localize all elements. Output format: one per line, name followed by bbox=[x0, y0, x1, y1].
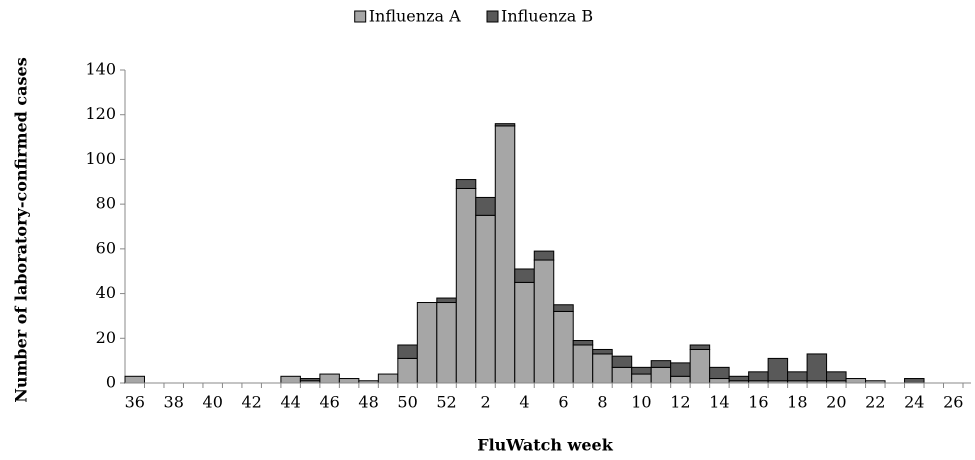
bar-segment bbox=[787, 371, 808, 382]
bar-segment bbox=[338, 378, 360, 384]
y-tick-label: 120 bbox=[85, 104, 116, 123]
bar-segment bbox=[611, 366, 633, 384]
x-tick-label: 42 bbox=[241, 393, 261, 412]
bar-segment bbox=[650, 366, 672, 384]
bar-segment bbox=[592, 348, 613, 355]
bar-segment bbox=[767, 357, 789, 382]
x-tick-label: 10 bbox=[631, 393, 651, 412]
bar-segment bbox=[514, 281, 535, 384]
bar-segment bbox=[611, 355, 633, 368]
bar-segment bbox=[689, 348, 711, 384]
legend-label: Influenza B bbox=[501, 7, 593, 26]
bar-segment bbox=[533, 250, 555, 261]
bar-segment bbox=[592, 353, 613, 384]
x-tick-label: 36 bbox=[125, 393, 145, 412]
x-tick-label: 2 bbox=[480, 393, 490, 412]
bar-segment bbox=[436, 297, 457, 304]
bar-segment bbox=[416, 302, 438, 384]
bar-segment bbox=[494, 123, 516, 127]
bar-segment bbox=[670, 362, 691, 377]
x-tick-label: 8 bbox=[597, 393, 607, 412]
bar-segment bbox=[631, 366, 652, 375]
x-tick-label: 22 bbox=[865, 393, 885, 412]
bar-segment bbox=[475, 196, 496, 216]
bar-segment bbox=[455, 187, 477, 384]
bar-segment bbox=[845, 378, 867, 384]
bar-segment bbox=[650, 360, 672, 368]
bar-segment bbox=[475, 214, 496, 384]
bar-segment bbox=[397, 344, 418, 359]
bar-segment bbox=[377, 373, 399, 384]
legend-swatch bbox=[486, 10, 499, 23]
legend-label: Influenza A bbox=[369, 7, 461, 26]
bar-segment bbox=[319, 373, 340, 384]
bar-segment bbox=[709, 366, 730, 380]
bar-segment bbox=[124, 375, 145, 384]
x-axis-label: FluWatch week bbox=[477, 436, 613, 455]
x-tick-label: 44 bbox=[280, 393, 300, 412]
x-tick-label: 40 bbox=[203, 393, 223, 412]
x-tick-label: 16 bbox=[748, 393, 768, 412]
bar-segment bbox=[904, 378, 925, 384]
bar-segment bbox=[572, 340, 594, 346]
x-tick-label: 46 bbox=[319, 393, 339, 412]
bar-segment bbox=[709, 378, 730, 384]
y-axis-label: Number of laboratory-confirmed cases bbox=[12, 57, 31, 403]
x-tick-label: 24 bbox=[904, 393, 924, 412]
x-tick-label: 26 bbox=[943, 393, 963, 412]
bar-segment bbox=[533, 259, 555, 384]
bar-segment bbox=[728, 375, 750, 382]
bar-segment bbox=[553, 310, 574, 384]
legend-swatch bbox=[354, 10, 367, 23]
y-tick-label: 0 bbox=[106, 373, 116, 392]
x-tick-label: 4 bbox=[519, 393, 529, 412]
bar-segment bbox=[436, 302, 457, 384]
y-tick-label: 60 bbox=[96, 238, 116, 257]
y-tick-label: 20 bbox=[96, 328, 116, 347]
bar-segment bbox=[553, 304, 574, 312]
bar-segment bbox=[280, 375, 301, 384]
y-tick-label: 100 bbox=[85, 149, 116, 168]
bar-segment bbox=[689, 344, 711, 350]
y-tick-label: 40 bbox=[96, 283, 116, 302]
x-tick-label: 38 bbox=[164, 393, 184, 412]
bar-segment bbox=[494, 125, 516, 384]
x-tick-label: 12 bbox=[670, 393, 690, 412]
y-tick-label: 140 bbox=[85, 60, 116, 79]
bar-segment bbox=[397, 357, 418, 384]
x-tick-label: 50 bbox=[397, 393, 417, 412]
bar-segment bbox=[670, 375, 691, 384]
x-tick-label: 14 bbox=[709, 393, 729, 412]
x-tick-label: 20 bbox=[826, 393, 846, 412]
bar-segment bbox=[631, 373, 652, 384]
x-tick-label: 6 bbox=[558, 393, 568, 412]
bar-segment bbox=[748, 371, 769, 382]
bar-segment bbox=[455, 179, 477, 189]
bar-segment bbox=[299, 378, 321, 382]
x-tick-label: 48 bbox=[358, 393, 378, 412]
x-tick-label: 18 bbox=[787, 393, 807, 412]
bar-segment bbox=[572, 344, 594, 384]
bar-segment bbox=[514, 268, 535, 283]
x-tick-label: 52 bbox=[436, 393, 456, 412]
y-tick-label: 80 bbox=[96, 194, 116, 213]
bar-segment bbox=[826, 371, 847, 382]
bar-segment bbox=[806, 353, 828, 382]
